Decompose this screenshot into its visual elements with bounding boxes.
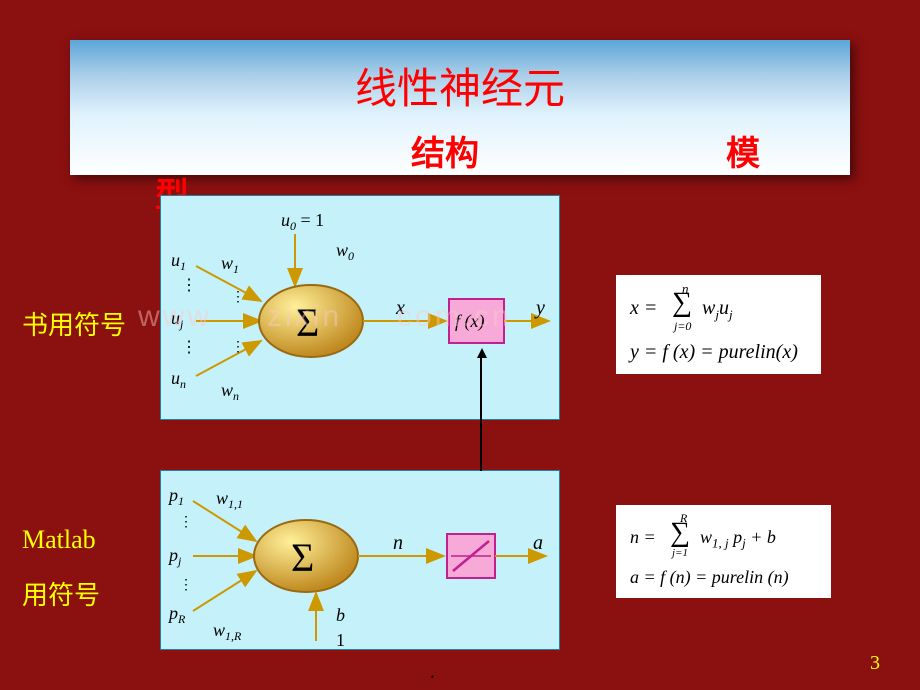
svg-text:pR: pR — [167, 603, 186, 626]
equation-box-2: n = R ∑ j=1 w1, j pj + b a = f (n) = pur… — [616, 505, 831, 598]
svg-text:w0: w0 — [336, 240, 354, 263]
svg-text:p1: p1 — [167, 485, 184, 508]
svg-text:1: 1 — [336, 630, 345, 650]
neuron-svg-2: p1 pj pR w1,1 w1,R ⋮ ⋮ Σ 1 b n a — [161, 471, 561, 651]
eq1-line1: x = n ∑ j=0 wjuj — [630, 285, 807, 333]
svg-text:pj: pj — [167, 545, 182, 568]
label-matlab-2: 用符号 — [22, 575, 100, 612]
label-matlab-1: Matlab — [22, 525, 96, 555]
title-main: 线性神经元 — [70, 40, 850, 116]
connector-arrow — [480, 356, 482, 471]
neuron-svg-1: u0 = 1 w0 u1 uj un w1 wn ⋮ ⋮ ⋮ ⋮ Σ x f (… — [161, 196, 561, 421]
svg-text:u1: u1 — [171, 250, 186, 273]
svg-text:Σ: Σ — [291, 535, 314, 580]
eq2-line2: a = f (n) = purelin (n) — [630, 567, 817, 588]
diagram-book: u0 = 1 w0 u1 uj un w1 wn ⋮ ⋮ ⋮ ⋮ Σ x f (… — [160, 195, 560, 420]
title-sub1: 结构 — [70, 126, 499, 175]
page-number: 3 — [870, 652, 880, 675]
svg-text:n: n — [393, 532, 403, 554]
equation-box-1: x = n ∑ j=0 wjuj y = f (x) = purelin(x) — [616, 275, 821, 374]
svg-text:y: y — [534, 297, 545, 319]
svg-text:w1,R: w1,R — [213, 620, 242, 643]
svg-text:un: un — [171, 368, 186, 391]
title-sub-row: 结构 模 — [70, 116, 850, 175]
svg-text:w1,1: w1,1 — [216, 488, 243, 511]
svg-text:f (x): f (x) — [455, 311, 484, 332]
svg-text:Σ: Σ — [296, 300, 319, 345]
svg-text:x: x — [395, 297, 405, 319]
svg-text:⋮: ⋮ — [179, 578, 193, 593]
svg-text:uj: uj — [171, 308, 184, 331]
svg-text:⋮: ⋮ — [181, 277, 197, 294]
diagram-matlab: p1 pj pR w1,1 w1,R ⋮ ⋮ Σ 1 b n a — [160, 470, 560, 650]
svg-text:u0 = 1: u0 = 1 — [281, 210, 324, 233]
svg-text:⋮: ⋮ — [231, 340, 245, 355]
svg-text:⋮: ⋮ — [179, 515, 193, 530]
svg-text:a: a — [533, 532, 543, 554]
svg-text:w1: w1 — [221, 253, 239, 276]
footer-dot: . — [430, 661, 435, 684]
svg-text:wn: wn — [221, 380, 239, 403]
eq1-line2: y = f (x) = purelin(x) — [630, 341, 807, 364]
title-box: 线性神经元 结构 模 — [70, 40, 850, 175]
label-book: 书用符号 — [22, 305, 126, 342]
title-sub2: 模 — [499, 126, 850, 175]
svg-text:⋮: ⋮ — [231, 290, 245, 305]
eq2-line1: n = R ∑ j=1 w1, j pj + b — [630, 515, 817, 561]
svg-text:b: b — [336, 605, 345, 625]
svg-text:⋮: ⋮ — [181, 339, 197, 356]
